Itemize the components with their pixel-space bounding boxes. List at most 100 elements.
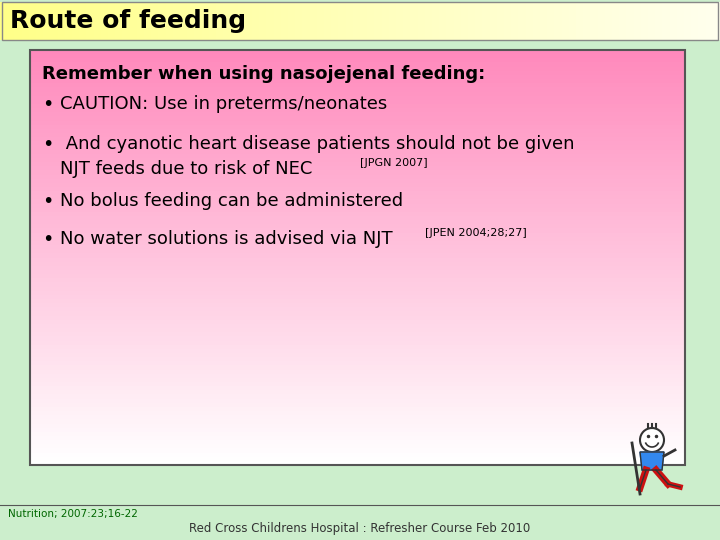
Bar <box>30 62 685 66</box>
Polygon shape <box>640 452 664 470</box>
Bar <box>209 2 217 40</box>
Bar <box>30 406 685 411</box>
Bar <box>30 385 685 390</box>
Circle shape <box>640 428 664 452</box>
Bar <box>30 224 685 228</box>
Bar <box>30 124 685 129</box>
Text: Red Cross Childrens Hospital : Refresher Course Feb 2010: Red Cross Childrens Hospital : Refresher… <box>189 522 531 535</box>
Bar <box>30 252 685 258</box>
Bar <box>30 360 685 366</box>
Bar <box>713 2 720 40</box>
Bar <box>30 227 685 233</box>
Bar <box>30 161 685 166</box>
Bar <box>396 2 404 40</box>
Bar <box>670 2 678 40</box>
Bar <box>353 2 361 40</box>
Bar <box>30 202 685 208</box>
Text: CAUTION: Use in preterms/neonates: CAUTION: Use in preterms/neonates <box>60 95 387 113</box>
Bar <box>151 2 159 40</box>
Bar <box>698 2 706 40</box>
Bar <box>30 74 685 79</box>
Bar <box>626 2 634 40</box>
Bar <box>30 145 685 150</box>
Bar <box>30 323 685 328</box>
Text: •: • <box>42 95 53 114</box>
Bar <box>382 2 390 40</box>
Bar <box>30 103 685 108</box>
Bar <box>30 261 685 266</box>
Bar <box>30 194 685 199</box>
Bar <box>30 343 685 349</box>
Bar <box>101 2 109 40</box>
Bar <box>338 2 346 40</box>
Bar <box>30 335 685 341</box>
Bar <box>468 2 476 40</box>
Bar <box>475 2 483 40</box>
Bar <box>72 2 80 40</box>
Bar <box>30 57 685 63</box>
Bar <box>30 302 685 307</box>
Bar <box>554 2 562 40</box>
Bar <box>30 368 685 374</box>
Bar <box>30 281 685 287</box>
Bar <box>30 248 685 253</box>
Bar <box>30 397 685 403</box>
Bar <box>108 2 116 40</box>
Bar <box>30 431 685 436</box>
Bar <box>30 91 685 96</box>
Bar <box>30 377 685 382</box>
Bar <box>605 2 613 40</box>
Bar <box>194 2 202 40</box>
Bar <box>230 2 238 40</box>
Bar <box>30 215 685 220</box>
Bar <box>30 170 685 174</box>
Bar <box>30 364 685 369</box>
Bar <box>30 443 685 448</box>
Bar <box>29 2 37 40</box>
Bar <box>295 2 303 40</box>
Bar <box>43 2 51 40</box>
Bar <box>281 2 289 40</box>
Bar <box>30 273 685 278</box>
Bar <box>30 157 685 162</box>
Bar <box>30 53 685 58</box>
Bar <box>79 2 87 40</box>
Bar <box>30 394 685 399</box>
Bar <box>130 2 138 40</box>
Text: •: • <box>42 230 53 249</box>
Bar <box>562 2 570 40</box>
Bar <box>30 410 685 415</box>
Bar <box>22 2 30 40</box>
Text: NJT feeds due to risk of NEC: NJT feeds due to risk of NEC <box>60 160 318 178</box>
Text: [JPEN 2004;28;27]: [JPEN 2004;28;27] <box>425 228 527 238</box>
Bar <box>30 418 685 423</box>
Bar <box>432 2 440 40</box>
Bar <box>425 2 433 40</box>
Bar <box>497 2 505 40</box>
Bar <box>30 356 685 361</box>
Bar <box>583 2 591 40</box>
Bar <box>94 2 102 40</box>
Bar <box>346 2 354 40</box>
Bar <box>677 2 685 40</box>
Bar <box>30 82 685 87</box>
Bar <box>30 173 685 179</box>
Bar <box>706 2 714 40</box>
Bar <box>30 207 685 212</box>
Bar <box>30 327 685 332</box>
Bar <box>30 86 685 91</box>
Bar <box>216 2 224 40</box>
Bar <box>30 116 685 120</box>
Bar <box>144 2 152 40</box>
Bar <box>367 2 375 40</box>
Bar <box>641 2 649 40</box>
Bar <box>30 439 685 444</box>
Bar <box>30 402 685 407</box>
Text: Remember when using nasojejenal feeding:: Remember when using nasojejenal feeding: <box>42 65 485 83</box>
Bar <box>576 2 584 40</box>
Bar <box>439 2 447 40</box>
Bar <box>30 381 685 386</box>
Bar <box>30 182 685 187</box>
Bar <box>30 294 685 299</box>
Bar <box>30 373 685 378</box>
